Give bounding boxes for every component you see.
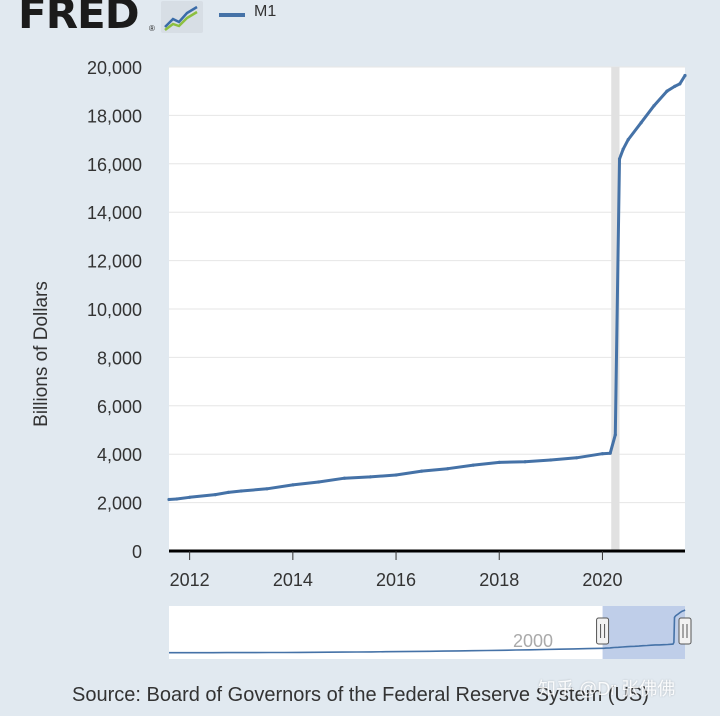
series-group bbox=[167, 73, 687, 502]
y-tick-label: 4,000 bbox=[97, 445, 142, 465]
data-point[interactable] bbox=[394, 473, 398, 477]
data-point[interactable] bbox=[291, 483, 295, 487]
y-tick-label: 6,000 bbox=[97, 397, 142, 417]
data-point[interactable] bbox=[317, 480, 321, 484]
header: FRED ® M1 bbox=[0, 0, 720, 45]
source-note: Source: Board of Governors of the Federa… bbox=[72, 684, 649, 706]
data-point[interactable] bbox=[678, 82, 682, 86]
data-point[interactable] bbox=[446, 467, 450, 471]
data-point[interactable] bbox=[188, 495, 192, 499]
data-point[interactable] bbox=[471, 463, 475, 467]
data-point[interactable] bbox=[213, 493, 217, 497]
x-tick-label: 2018 bbox=[479, 570, 519, 590]
data-point[interactable] bbox=[665, 89, 669, 93]
y-tick-label: 2,000 bbox=[97, 494, 142, 514]
x-axis-ticks: 2012 2014 2016 2018 2020 bbox=[170, 551, 622, 590]
data-point[interactable] bbox=[226, 490, 230, 494]
fred-logo[interactable]: FRED bbox=[18, 0, 140, 38]
navigator-left-handle[interactable] bbox=[596, 617, 610, 645]
registered-mark: ® bbox=[149, 24, 155, 33]
y-tick-label: 8,000 bbox=[97, 348, 142, 368]
data-point[interactable] bbox=[617, 157, 622, 161]
fred-graph-icon[interactable] bbox=[161, 1, 203, 33]
navigator-year-label: 2000 bbox=[513, 631, 553, 651]
legend-swatch-m1 bbox=[219, 13, 245, 17]
data-point[interactable] bbox=[549, 458, 553, 462]
data-point[interactable] bbox=[673, 84, 677, 88]
y-tick-label: 18,000 bbox=[87, 106, 142, 126]
navigator-right-handle[interactable] bbox=[678, 617, 692, 645]
data-point[interactable] bbox=[342, 476, 346, 480]
y-tick-label: 20,000 bbox=[87, 58, 142, 78]
data-point[interactable] bbox=[239, 489, 243, 493]
data-point[interactable] bbox=[600, 452, 605, 456]
x-tick-label: 2014 bbox=[273, 570, 313, 590]
x-tick-label: 2016 bbox=[376, 570, 416, 590]
legend-label-m1[interactable]: M1 bbox=[254, 3, 277, 20]
data-point[interactable] bbox=[368, 475, 372, 479]
y-tick-label: 0 bbox=[132, 542, 142, 562]
range-navigator[interactable]: 2000 bbox=[0, 600, 720, 665]
y-tick-label: 14,000 bbox=[87, 203, 142, 223]
data-point[interactable] bbox=[420, 469, 424, 473]
data-point[interactable] bbox=[652, 104, 656, 108]
data-point[interactable] bbox=[575, 456, 579, 460]
data-point[interactable] bbox=[497, 460, 501, 464]
data-point[interactable] bbox=[639, 121, 643, 125]
y-gridlines bbox=[169, 66, 685, 504]
data-point[interactable] bbox=[683, 73, 687, 78]
data-point[interactable] bbox=[523, 460, 527, 464]
y-tick-label: 16,000 bbox=[87, 155, 142, 175]
data-point[interactable] bbox=[265, 487, 269, 491]
y-tick-label: 10,000 bbox=[87, 300, 142, 320]
navigator-selection[interactable] bbox=[602, 606, 685, 659]
y-axis-labels: 0 2,000 4,000 6,000 8,000 10,000 12,000 14,000 1… bbox=[87, 58, 142, 562]
recession-shading bbox=[611, 67, 620, 551]
y-tick-label: 12,000 bbox=[87, 252, 142, 272]
data-point[interactable] bbox=[626, 138, 630, 142]
data-point[interactable] bbox=[613, 433, 617, 437]
main-chart: 2012 2014 2016 2018 2020 0 2,000 4,000 6,000 8,0… bbox=[31, 58, 687, 590]
data-point[interactable] bbox=[175, 497, 179, 501]
data-point[interactable] bbox=[608, 451, 612, 455]
y-axis-title: Billions of Dollars bbox=[31, 281, 52, 427]
watermark-text: 知乎 @Dr 张佛佛 bbox=[538, 679, 676, 699]
data-point[interactable] bbox=[167, 497, 171, 502]
navigator-series-line bbox=[169, 609, 686, 654]
data-point[interactable] bbox=[621, 147, 625, 151]
x-tick-label: 2020 bbox=[582, 570, 622, 590]
x-tick-label: 2012 bbox=[170, 570, 210, 590]
